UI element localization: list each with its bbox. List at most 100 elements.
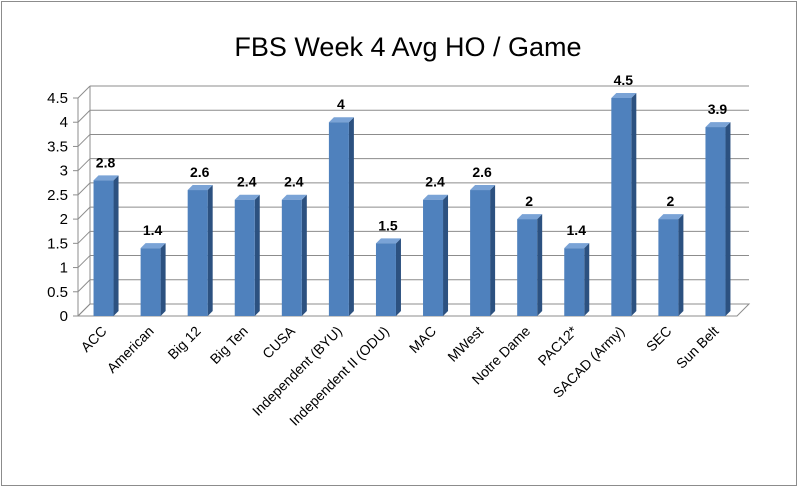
category-label: PAC12* [535, 322, 581, 368]
chart-title: FBS Week 4 Avg HO / Game [234, 32, 581, 62]
category-label: Sun Belt [673, 323, 722, 372]
bar [517, 214, 543, 316]
bar-side [631, 93, 637, 316]
bar [234, 194, 260, 316]
data-label: 2.8 [96, 154, 116, 170]
data-label: 1.4 [567, 222, 587, 238]
bar-side [348, 117, 354, 316]
category-label: Independent (BYU) [249, 323, 345, 419]
gridline-side [77, 279, 91, 293]
bar-side [301, 194, 307, 316]
category-label: MAC [406, 323, 439, 356]
bar [470, 185, 496, 316]
data-labels: 2.8 1.4 2.6 2.4 2.4 4 1.5 2.4 2.6 2 1.4 4.5 2 3.9 [96, 72, 728, 238]
y-axis-ticks: 0 0.5 1 1.5 2 2.5 3 3.5 4 4.5 [47, 90, 68, 325]
bar [658, 214, 684, 316]
bars [93, 93, 731, 316]
bar-side [254, 194, 260, 316]
data-label: 3.9 [708, 101, 728, 117]
bar [705, 122, 731, 316]
data-label: 2.4 [284, 174, 304, 190]
bar [611, 93, 637, 316]
bar-top [328, 117, 354, 123]
bar-front [423, 199, 444, 316]
bar-side [490, 185, 496, 316]
category-label: American [104, 323, 157, 376]
bar-side [160, 243, 166, 316]
bar-front [93, 180, 114, 316]
bar-top [187, 185, 213, 191]
data-label: 2.6 [190, 164, 210, 180]
bar-front [140, 248, 161, 316]
gridline-side [77, 303, 91, 317]
bar [328, 117, 354, 316]
y-tick-label: 0.5 [47, 284, 68, 301]
gridline-side [77, 255, 91, 268]
bar-side [725, 122, 731, 316]
bar-top [140, 243, 166, 249]
y-tick-label: 2 [60, 211, 68, 228]
data-label: 4.5 [614, 72, 634, 88]
y-tick-label: 0 [60, 308, 68, 325]
bar-side [443, 194, 449, 316]
bar-front [470, 190, 491, 316]
bar-top [705, 122, 731, 128]
bar [281, 194, 307, 316]
y-tick-label: 3.5 [47, 138, 68, 155]
bar-front [705, 127, 726, 316]
category-label: CUSA [259, 322, 298, 361]
data-label: 2.4 [425, 174, 445, 190]
bar-front [517, 219, 538, 316]
gridline-side [77, 134, 91, 147]
bar-top [234, 194, 260, 200]
bar-top [375, 238, 401, 244]
gridline-side [77, 158, 91, 172]
gridlines [73, 85, 749, 317]
bar-front [375, 243, 396, 316]
bar-front [281, 199, 302, 316]
gridline-side [77, 230, 91, 244]
chart-walls [76, 86, 751, 317]
bar-front [328, 122, 349, 316]
bar [564, 243, 590, 316]
gridline-side [77, 109, 91, 123]
category-label: Big Ten [207, 323, 251, 367]
bar-side [395, 238, 401, 316]
bar-front [564, 248, 585, 316]
y-tick-label: 3 [60, 163, 68, 180]
bar-top [517, 214, 543, 220]
bar-top [658, 214, 684, 220]
chart-floor [76, 303, 751, 317]
bar-top [470, 185, 496, 191]
bar-front [187, 190, 208, 316]
data-label: 1.4 [143, 222, 163, 238]
data-label: 2 [525, 193, 533, 209]
bar [423, 194, 449, 316]
bar-side [113, 175, 119, 316]
y-tick-label: 1 [60, 260, 68, 277]
category-label: Big 12 [164, 323, 204, 363]
bar-top [423, 194, 449, 200]
category-label: MWest [444, 323, 486, 365]
data-label: 2 [666, 193, 674, 209]
bar-top [611, 93, 637, 98]
bar-top [281, 194, 307, 200]
y-tick-label: 4 [60, 114, 68, 131]
bar-front [234, 199, 255, 316]
gridline-side [77, 206, 91, 220]
data-label: 4 [337, 96, 345, 112]
bar-side [678, 214, 684, 316]
bar-top [564, 243, 590, 249]
bar-side [584, 243, 590, 316]
category-label: ACC [77, 323, 109, 355]
bar [375, 238, 401, 316]
y-tick-label: 1.5 [47, 235, 68, 252]
gridline-side [77, 85, 91, 99]
data-label: 1.5 [378, 217, 398, 233]
gridline-side [77, 182, 91, 196]
bar-front [658, 219, 679, 316]
bar-top [93, 175, 119, 181]
data-label: 2.4 [237, 174, 257, 190]
